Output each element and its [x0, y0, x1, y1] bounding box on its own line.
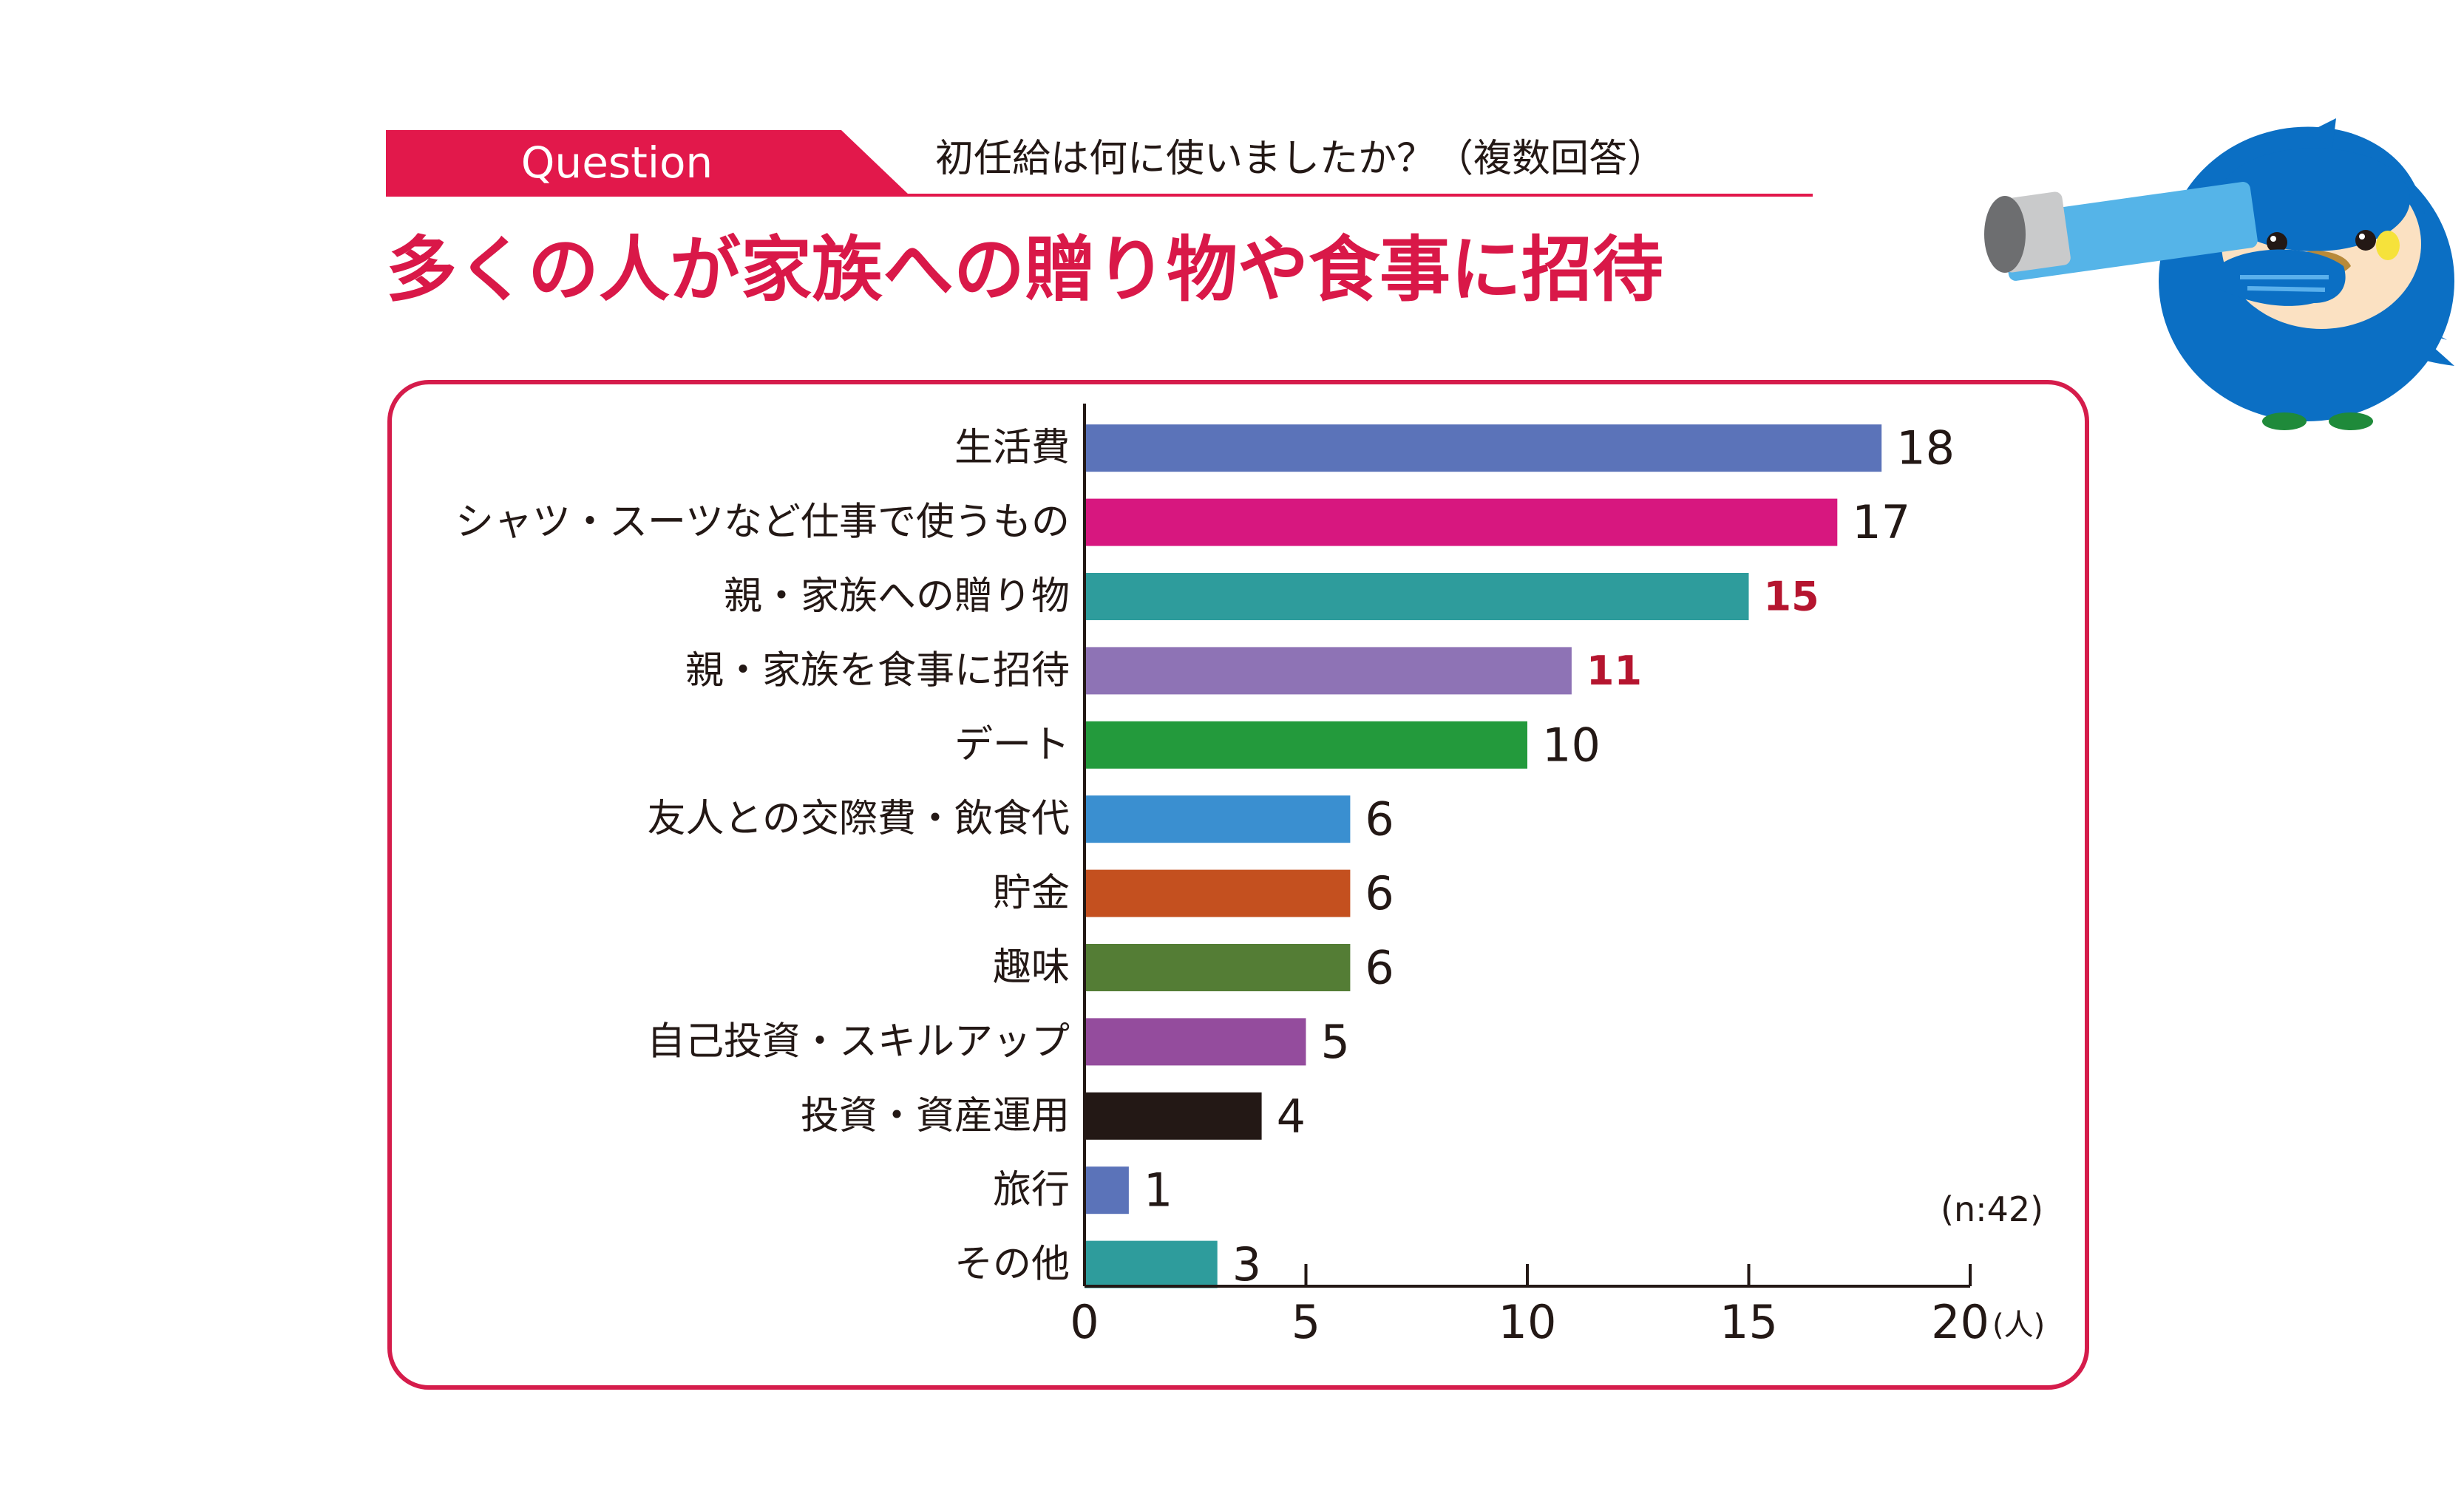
bar	[1085, 498, 1838, 546]
bar	[1085, 1018, 1306, 1066]
category-label: デート	[954, 723, 1070, 767]
data-label: 5	[1321, 1015, 1350, 1069]
data-label: 1	[1144, 1163, 1172, 1217]
category-label: 貯金	[993, 872, 1070, 916]
bar	[1085, 573, 1749, 620]
bar	[1085, 869, 1351, 917]
x-tick-label: 20	[1931, 1295, 1989, 1349]
x-tick-label: 15	[1720, 1295, 1778, 1349]
category-label: シャツ・スーツなど仕事で使うもの	[455, 500, 1070, 545]
bar	[1085, 424, 1882, 472]
data-label: 4	[1277, 1089, 1306, 1143]
x-tick-label: 10	[1499, 1295, 1557, 1349]
bar	[1085, 1092, 1262, 1140]
category-label: 趣味	[993, 945, 1070, 990]
bird-mascot-illustration	[1984, 118, 2454, 430]
x-tick-label: 0	[1070, 1295, 1099, 1349]
category-label: その他	[954, 1243, 1070, 1287]
data-label: 10	[1542, 718, 1601, 772]
data-label: 6	[1365, 941, 1394, 995]
bar	[1085, 721, 1527, 769]
data-label: 15	[1764, 574, 1819, 620]
category-label: 親・家族への贈り物	[724, 574, 1070, 619]
category-label: 投資・資産運用	[801, 1094, 1070, 1138]
data-label: 6	[1365, 792, 1394, 846]
telescope-icon	[1984, 182, 2258, 281]
data-label: 17	[1852, 495, 1910, 549]
category-label: 親・家族を食事に招待	[685, 648, 1070, 693]
question-text: 初任給は何に使いましたか？（複数回答）	[935, 137, 1666, 181]
data-label: 3	[1232, 1237, 1261, 1291]
bar	[1085, 1240, 1218, 1288]
question-badge-label: Question	[520, 137, 713, 188]
header-divider	[386, 194, 1813, 197]
bar	[1085, 944, 1351, 991]
category-label: 旅行	[993, 1168, 1070, 1212]
category-label: 自己投資・スキルアップ	[647, 1019, 1070, 1064]
data-label: 11	[1586, 648, 1642, 694]
category-label: 友人との交際費・飲食代	[648, 797, 1070, 841]
bar	[1085, 795, 1351, 843]
x-axis-unit: (人)	[1992, 1308, 2045, 1342]
question-banner: Question	[386, 130, 909, 195]
sample-size-note: (n:42)	[1941, 1189, 2044, 1229]
bar	[1085, 647, 1572, 695]
bar	[1085, 1166, 1129, 1214]
x-tick-label: 5	[1292, 1295, 1320, 1349]
data-label: 18	[1896, 421, 1955, 475]
page-headline: 多くの人が家族への贈り物や食事に招待	[386, 228, 1663, 311]
category-label: 生活費	[954, 426, 1070, 470]
data-label: 6	[1365, 866, 1394, 920]
